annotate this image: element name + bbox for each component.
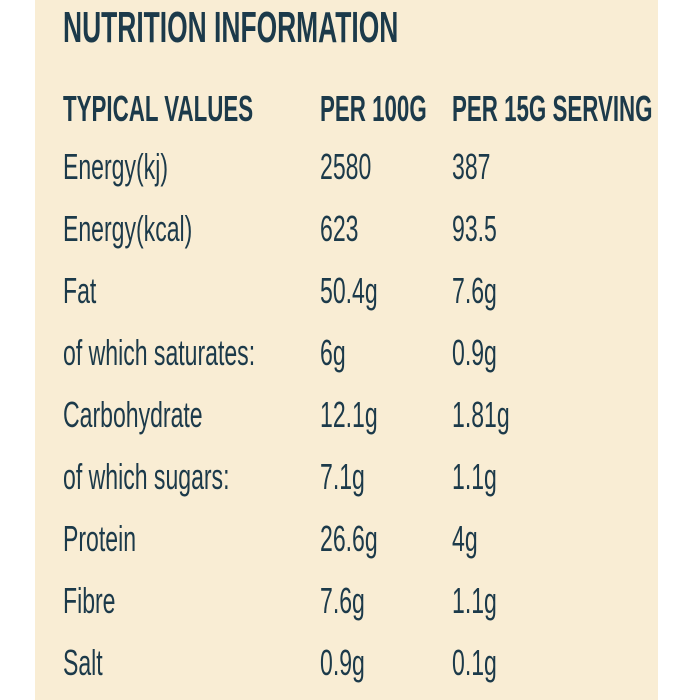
cell-per-15g: 7.6g <box>452 270 654 312</box>
cell-nutrient: of which saturates: <box>63 332 320 374</box>
per-15g-value: 1.1g <box>452 456 497 497</box>
per-100g-value: 50.4g <box>320 270 378 311</box>
nutrition-label-content: NUTRITION INFORMATION TYPICAL VALUES PER… <box>35 6 658 694</box>
per-15g-value: 1.1g <box>452 580 497 621</box>
per-15g-value: 93.5 <box>452 208 497 249</box>
nutrient-label: Energy(kcal) <box>63 208 193 249</box>
cell-per-100g: 623 <box>320 208 452 250</box>
cell-per-15g: 1.1g <box>452 580 654 622</box>
cell-per-15g: 1.1g <box>452 456 654 498</box>
column-header-typical-values: TYPICAL VALUES <box>63 88 254 129</box>
cell-per-15g: 1.81g <box>452 394 654 436</box>
cell-nutrient: Energy(kj) <box>63 146 320 188</box>
nutrition-label-panel: NUTRITION INFORMATION TYPICAL VALUES PER… <box>35 0 658 700</box>
header-cell-per-100g: PER 100G <box>320 88 452 130</box>
page-title: NUTRITION INFORMATION <box>63 3 399 52</box>
table-row: of which sugars: 7.1g 1.1g <box>63 446 654 508</box>
per-100g-value: 7.6g <box>320 580 365 621</box>
nutrient-label: Carbohydrate <box>63 394 203 435</box>
per-100g-value: 0.9g <box>320 642 365 683</box>
cell-per-100g: 2580 <box>320 146 452 188</box>
nutrient-label: Fibre <box>63 580 116 621</box>
per-15g-value: 4g <box>452 518 478 559</box>
table-row: Energy(kcal) 623 93.5 <box>63 198 654 260</box>
cell-per-15g: 387 <box>452 146 654 188</box>
header-cell-per-15g-serving: PER 15G SERVING <box>452 88 700 130</box>
cell-nutrient: Salt <box>63 642 320 684</box>
nutrient-label: of which saturates: <box>63 332 256 373</box>
cell-per-100g: 7.6g <box>320 580 452 622</box>
cell-per-100g: 12.1g <box>320 394 452 436</box>
table-row: Carbohydrate 12.1g 1.81g <box>63 384 654 446</box>
cell-per-100g: 26.6g <box>320 518 452 560</box>
cell-per-15g: 4g <box>452 518 654 560</box>
cell-per-15g: 0.9g <box>452 332 654 374</box>
cell-per-15g: 93.5 <box>452 208 654 250</box>
table-row: Fibre 7.6g 1.1g <box>63 570 654 632</box>
nutrient-label: Fat <box>63 270 97 311</box>
cell-nutrient: Protein <box>63 518 320 560</box>
table-row: Salt 0.9g 0.1g <box>63 632 654 694</box>
per-15g-value: 7.6g <box>452 270 497 311</box>
nutrient-label: Protein <box>63 518 137 559</box>
nutrient-label: Energy(kj) <box>63 146 168 187</box>
per-100g-value: 26.6g <box>320 518 378 559</box>
table-row: Energy(kj) 2580 387 <box>63 136 654 198</box>
per-100g-value: 623 <box>320 208 359 249</box>
per-15g-value: 0.9g <box>452 332 497 373</box>
per-100g-value: 7.1g <box>320 456 365 497</box>
cell-per-100g: 0.9g <box>320 642 452 684</box>
cell-per-15g: 0.1g <box>452 642 654 684</box>
per-15g-value: 1.81g <box>452 394 510 435</box>
table-row: Fat 50.4g 7.6g <box>63 260 654 322</box>
cell-nutrient: Fat <box>63 270 320 312</box>
cell-per-100g: 50.4g <box>320 270 452 312</box>
nutrition-table-body: Energy(kj) 2580 387 Energy(kcal) 623 93.… <box>63 136 654 694</box>
page-title-row: NUTRITION INFORMATION <box>63 6 654 50</box>
cell-nutrient: Carbohydrate <box>63 394 320 436</box>
table-row: Protein 26.6g 4g <box>63 508 654 570</box>
table-header-row: TYPICAL VALUES PER 100G PER 15G SERVING <box>63 88 654 129</box>
per-100g-value: 6g <box>320 332 346 373</box>
per-15g-value: 387 <box>452 146 491 187</box>
nutrient-label: of which sugars: <box>63 456 230 497</box>
cell-per-100g: 6g <box>320 332 452 374</box>
cell-nutrient: Energy(kcal) <box>63 208 320 250</box>
per-100g-value: 12.1g <box>320 394 378 435</box>
per-15g-value: 0.1g <box>452 642 497 683</box>
cell-nutrient: of which sugars: <box>63 456 320 498</box>
column-header-per-15g-serving: PER 15G SERVING <box>452 88 653 129</box>
header-cell-typical-values: TYPICAL VALUES <box>63 88 320 130</box>
per-100g-value: 2580 <box>320 146 372 187</box>
column-header-per-100g: PER 100G <box>320 88 427 129</box>
cell-per-100g: 7.1g <box>320 456 452 498</box>
table-row: of which saturates: 6g 0.9g <box>63 322 654 384</box>
nutrient-label: Salt <box>63 642 103 683</box>
cell-nutrient: Fibre <box>63 580 320 622</box>
